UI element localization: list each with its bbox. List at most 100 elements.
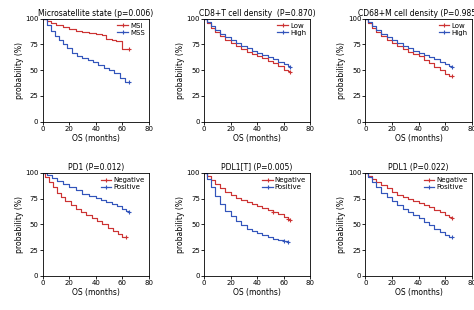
MSS — [48, 29, 54, 33]
Low — [389, 42, 395, 45]
Title: Microsatellite state (p=0.006): Microsatellite state (p=0.006) — [38, 9, 154, 18]
Low — [442, 72, 448, 76]
Line: Negative: Negative — [204, 173, 291, 220]
X-axis label: OS (months): OS (months) — [394, 134, 442, 143]
Negative — [405, 197, 411, 201]
Negative — [410, 199, 416, 203]
Low — [212, 30, 218, 34]
Y-axis label: probability (%): probability (%) — [15, 196, 24, 253]
Low — [254, 54, 260, 58]
Negative — [442, 213, 448, 217]
Y-axis label: probability (%): probability (%) — [337, 42, 346, 99]
MSS — [90, 60, 96, 64]
Line: High: High — [365, 19, 452, 67]
Negative — [94, 219, 100, 223]
Positive — [103, 200, 109, 204]
Low — [449, 74, 455, 78]
Low — [204, 21, 210, 24]
Positive — [98, 198, 104, 202]
Positive — [416, 216, 421, 220]
MSS — [40, 17, 46, 20]
MSS — [60, 42, 65, 46]
Low — [260, 56, 265, 60]
High — [389, 38, 395, 42]
Low — [379, 34, 384, 38]
Legend: Negative, Positive: Negative, Positive — [99, 175, 147, 193]
Negative — [40, 171, 46, 175]
Negative — [100, 223, 105, 226]
Positive — [260, 233, 265, 237]
Line: Low: Low — [204, 19, 291, 72]
Negative — [437, 210, 443, 214]
Positive — [421, 220, 427, 224]
High — [442, 62, 448, 66]
High — [281, 62, 287, 66]
MSS — [106, 68, 112, 72]
Low — [222, 38, 228, 42]
MSI — [86, 31, 92, 35]
Positive — [449, 235, 455, 239]
Low — [416, 54, 421, 58]
Y-axis label: probability (%): probability (%) — [176, 196, 185, 253]
Positive — [410, 213, 416, 217]
High — [204, 20, 210, 24]
Low — [405, 50, 411, 53]
Positive — [201, 171, 207, 175]
High — [410, 49, 416, 52]
Negative — [46, 180, 52, 184]
X-axis label: OS (months): OS (months) — [72, 288, 120, 297]
Low — [363, 17, 368, 20]
MSI — [126, 48, 132, 51]
Negative — [110, 229, 116, 232]
High — [244, 46, 249, 50]
Negative — [369, 177, 375, 181]
Low — [233, 45, 239, 48]
High — [228, 38, 233, 42]
Title: CD68+M cell density (P=0.985): CD68+M cell density (P=0.985) — [358, 9, 474, 18]
Low — [249, 52, 255, 55]
Line: Positive: Positive — [365, 173, 452, 237]
Title: PDL1 (P=0.022): PDL1 (P=0.022) — [388, 163, 449, 172]
Legend: Low, High: Low, High — [275, 21, 308, 38]
Title: PDL1[T] (P=0.005): PDL1[T] (P=0.005) — [221, 163, 293, 172]
Positive — [365, 175, 371, 179]
Negative — [204, 174, 210, 178]
Positive — [208, 185, 213, 189]
Negative — [260, 206, 265, 210]
Low — [238, 48, 244, 51]
Negative — [384, 187, 390, 190]
MSI — [66, 27, 72, 31]
High — [384, 35, 390, 39]
Y-axis label: probability (%): probability (%) — [337, 196, 346, 253]
X-axis label: OS (months): OS (months) — [233, 288, 281, 297]
Positive — [238, 224, 244, 227]
MSI — [73, 29, 79, 33]
MSS — [122, 81, 128, 84]
MSS — [126, 81, 132, 84]
High — [208, 24, 213, 28]
Negative — [389, 190, 395, 193]
Low — [275, 64, 281, 68]
Positive — [254, 231, 260, 235]
Negative — [58, 195, 64, 198]
Positive — [379, 191, 384, 194]
Legend: Negative, Positive: Negative, Positive — [422, 175, 470, 193]
Negative — [228, 193, 233, 197]
Low — [270, 61, 276, 65]
Low — [369, 26, 375, 30]
Negative — [363, 171, 368, 175]
MSI — [93, 32, 99, 36]
Low — [410, 52, 416, 55]
Low — [384, 38, 390, 42]
Low — [432, 65, 438, 69]
Positive — [275, 238, 281, 242]
High — [400, 45, 405, 48]
Low — [421, 58, 427, 62]
MSS — [69, 51, 75, 55]
Positive — [281, 239, 287, 243]
Positive — [394, 203, 400, 207]
Line: MSI: MSI — [43, 19, 129, 50]
Negative — [270, 210, 276, 214]
Positive — [369, 180, 375, 184]
High — [432, 57, 438, 60]
